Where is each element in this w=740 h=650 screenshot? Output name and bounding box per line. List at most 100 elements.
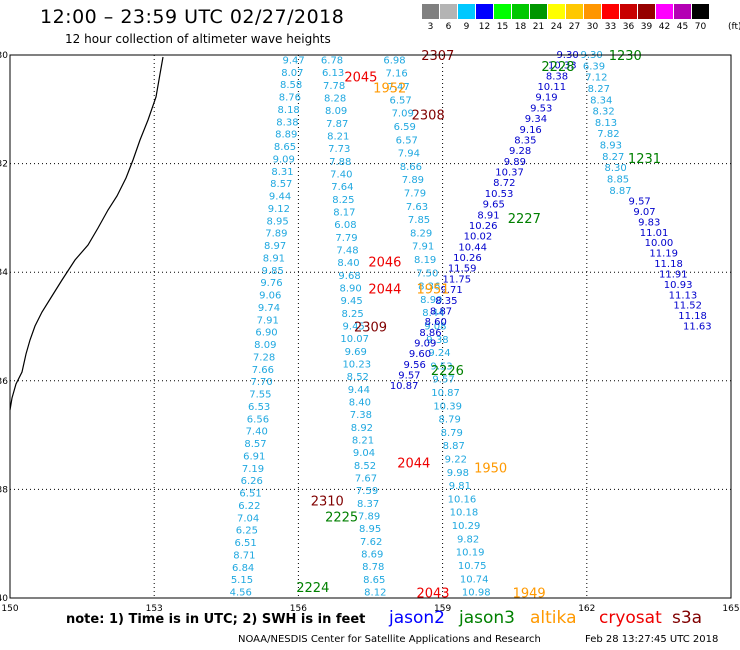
swh-value-label: 8.78 <box>362 562 384 573</box>
swh-value-label: 9.08 <box>424 322 446 333</box>
swh-value-label: 8.87 <box>609 186 631 197</box>
legend-label: 3 <box>427 22 434 32</box>
swh-value-label: 8.92 <box>351 423 373 434</box>
swh-value-label: 9.74 <box>258 303 280 314</box>
swh-value-label: 8.09 <box>254 340 276 351</box>
swh-value-label: 9.24 <box>428 348 450 359</box>
swh-value-label: 9.81 <box>449 481 471 492</box>
swh-value-label: 10.39 <box>433 401 462 412</box>
swh-value-label: 6.56 <box>247 414 269 425</box>
swh-value-label: 7.40 <box>330 169 352 180</box>
swh-value-label: 9.82 <box>457 534 479 545</box>
swh-value-label: 8.89 <box>275 130 297 141</box>
satellite-s3a: s3a <box>672 608 703 628</box>
swh-value-label: 6.57 <box>396 135 418 146</box>
axis-labels: 150 153 156 159 162 165 -30 -32 -34 -36 -38 -40 <box>0 51 740 614</box>
swh-value-label: 8.07 <box>281 68 303 79</box>
legend-label: 18 <box>514 22 527 32</box>
legend-swatch-39 <box>638 4 655 19</box>
pass-time-label: 2225 <box>325 511 358 526</box>
generated-time: Feb 28 13:27:45 UTC 2018 <box>585 634 719 645</box>
swh-value-label: 8.85 <box>607 174 629 185</box>
legend-swatch-12 <box>476 4 493 19</box>
swh-value-label: 8.25 <box>332 195 354 206</box>
pass-time-label: 2307 <box>421 49 454 64</box>
pass-time-label: 2228 <box>541 60 574 75</box>
lon-label: 162 <box>578 604 595 614</box>
swh-value-label: 9.89 <box>504 157 526 168</box>
page-subtitle: 12 hour collection of altimeter wave hei… <box>65 32 331 46</box>
swh-value-label: 8.52 <box>354 461 376 472</box>
swh-value-label: 7.89 <box>265 229 287 240</box>
swh-value-label: 10.26 <box>469 221 498 232</box>
swh-value-label: 8.90 <box>420 295 442 306</box>
swh-value-label: 9.57 <box>398 371 420 382</box>
swh-value-label: 11.52 <box>673 301 702 312</box>
swh-value-label: 8.25 <box>342 309 364 320</box>
swh-value-label: 8.19 <box>414 255 436 266</box>
footer-note: note: 1) Time is in UTC; 2) SWH is in fe… <box>66 612 366 627</box>
swh-value-label: 7.89 <box>402 175 424 186</box>
swh-value-label: 8.27 <box>588 84 610 95</box>
swh-value-label: 8.95 <box>359 524 381 535</box>
swh-value-label: 8.66 <box>400 162 422 173</box>
swh-value-label: 7.67 <box>355 474 377 485</box>
swh-value-label: 8.95 <box>266 216 288 227</box>
swh-value-label: 7.28 <box>253 352 275 363</box>
pass-time-label: 2046 <box>368 255 401 270</box>
altimeter-tracks: 9.478.078.588.768.188.388.898.659.098.31… <box>230 50 712 599</box>
swh-value-label: 8.09 <box>325 106 347 117</box>
lat-label: -34 <box>0 268 8 278</box>
swh-value-label: 9.34 <box>525 114 547 125</box>
swh-value-label: 9.07 <box>633 207 655 218</box>
swh-value-label: 8.28 <box>324 93 346 104</box>
swh-value-label: 10.87 <box>390 381 419 392</box>
swh-value-label: 7.62 <box>360 537 382 548</box>
swh-value-label: 8.13 <box>595 118 617 129</box>
swh-value-label: 7.59 <box>356 486 378 497</box>
swh-value-label: 9.38 <box>426 335 448 346</box>
swh-value-label: 6.84 <box>232 563 254 574</box>
swh-value-label: 9.60 <box>409 349 431 360</box>
swh-value-label: 7.38 <box>350 410 372 421</box>
swh-value-label: 11.75 <box>443 274 472 285</box>
swh-value-label: 8.86 <box>419 328 441 339</box>
swh-value-label: 6.91 <box>243 451 265 462</box>
swh-value-label: 11.01 <box>640 228 669 239</box>
swh-value-label: 7.04 <box>237 513 259 524</box>
lon-label: 159 <box>434 604 451 614</box>
legend-swatch-27 <box>566 4 583 19</box>
swh-value-label: 10.93 <box>664 280 693 291</box>
swh-value-label: 6.53 <box>248 402 270 413</box>
legend-label: 15 <box>496 22 509 32</box>
swh-value-label: 11.13 <box>669 290 698 301</box>
swh-value-label: 7.48 <box>336 245 358 256</box>
legend-label: 45 <box>676 22 689 32</box>
swh-value-label: 10.87 <box>431 388 460 399</box>
lat-label: -32 <box>0 160 8 170</box>
swh-value-label: 10.75 <box>458 561 487 572</box>
lon-label: 156 <box>290 604 307 614</box>
swh-value-label: 7.91 <box>412 242 434 253</box>
swh-value-label: 8.79 <box>439 415 461 426</box>
swh-value-label: 6.39 <box>583 61 605 72</box>
swh-value-label: 9.76 <box>260 278 282 289</box>
swh-value-label: 6.59 <box>394 122 416 133</box>
swh-value-label: 6.08 <box>334 220 356 231</box>
legend-swatch-3 <box>422 4 439 19</box>
swh-value-label: 10.07 <box>340 334 369 345</box>
swh-value-label: 9.12 <box>268 204 290 215</box>
swh-value-label: 8.91 <box>263 253 285 264</box>
satellite-jason3: jason3 <box>459 608 515 628</box>
legend-swatch-36 <box>620 4 637 19</box>
lon-label: 165 <box>722 604 739 614</box>
swh-value-label: 9.83 <box>638 217 660 228</box>
swh-value-label: 11.19 <box>649 249 678 260</box>
swh-value-label: 8.36 <box>418 282 440 293</box>
swh-value-label: 8.72 <box>493 178 515 189</box>
swh-value-label: 8.18 <box>278 105 300 116</box>
swh-value-label: 10.74 <box>460 574 489 585</box>
swh-value-label: 8.21 <box>352 436 374 447</box>
legend-label: 39 <box>640 22 653 32</box>
